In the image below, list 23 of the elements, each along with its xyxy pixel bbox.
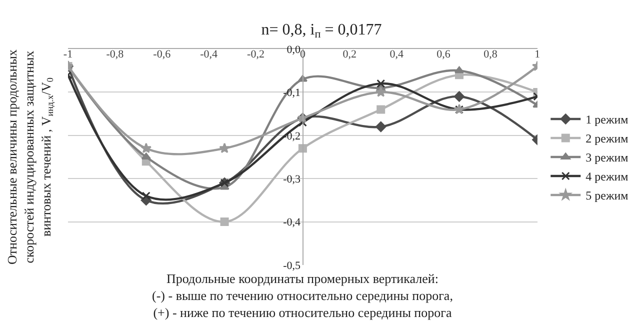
- legend-label: 4 режим: [586, 170, 629, 184]
- x-tick-label: -0,2: [247, 48, 264, 60]
- y-tick-label: -0,4: [283, 216, 301, 229]
- y-tick-label: -0,5: [283, 260, 301, 272]
- legend-label: 3 режим: [586, 150, 629, 165]
- x-tick-label: 0,2: [342, 48, 357, 60]
- x-tick-label: -1: [63, 48, 73, 60]
- x-tick-label: -0,6: [153, 48, 172, 60]
- x-tick-label: 0: [300, 48, 306, 60]
- x-tick-label: -0,4: [200, 48, 218, 60]
- x-tick-label: 0,4: [390, 48, 404, 60]
- x-tick-label: -0,8: [106, 48, 124, 60]
- chart-title: n= 0,8, i$_{п}$ = 0,0177: [261, 21, 382, 41]
- x-axis-title: Продольные координаты промерных вертикалей: (-) - выше по течению относительно середины порога, (+) - ниже по течению относительно середины порога: [152, 271, 453, 320]
- legend-label: 1 режим: [586, 112, 629, 127]
- legend-label: 2 режим: [586, 132, 629, 146]
- legend-label: 5 режим: [586, 188, 629, 203]
- y-tick-label: -0,2: [283, 130, 300, 142]
- x-tick-label: 0,8: [484, 48, 498, 60]
- x-tick-label: 1: [534, 48, 540, 60]
- y-tick-label: -0,3: [283, 173, 301, 186]
- x-tick-label: 0,6: [436, 48, 451, 60]
- y-tick-label: 0,0: [286, 44, 301, 56]
